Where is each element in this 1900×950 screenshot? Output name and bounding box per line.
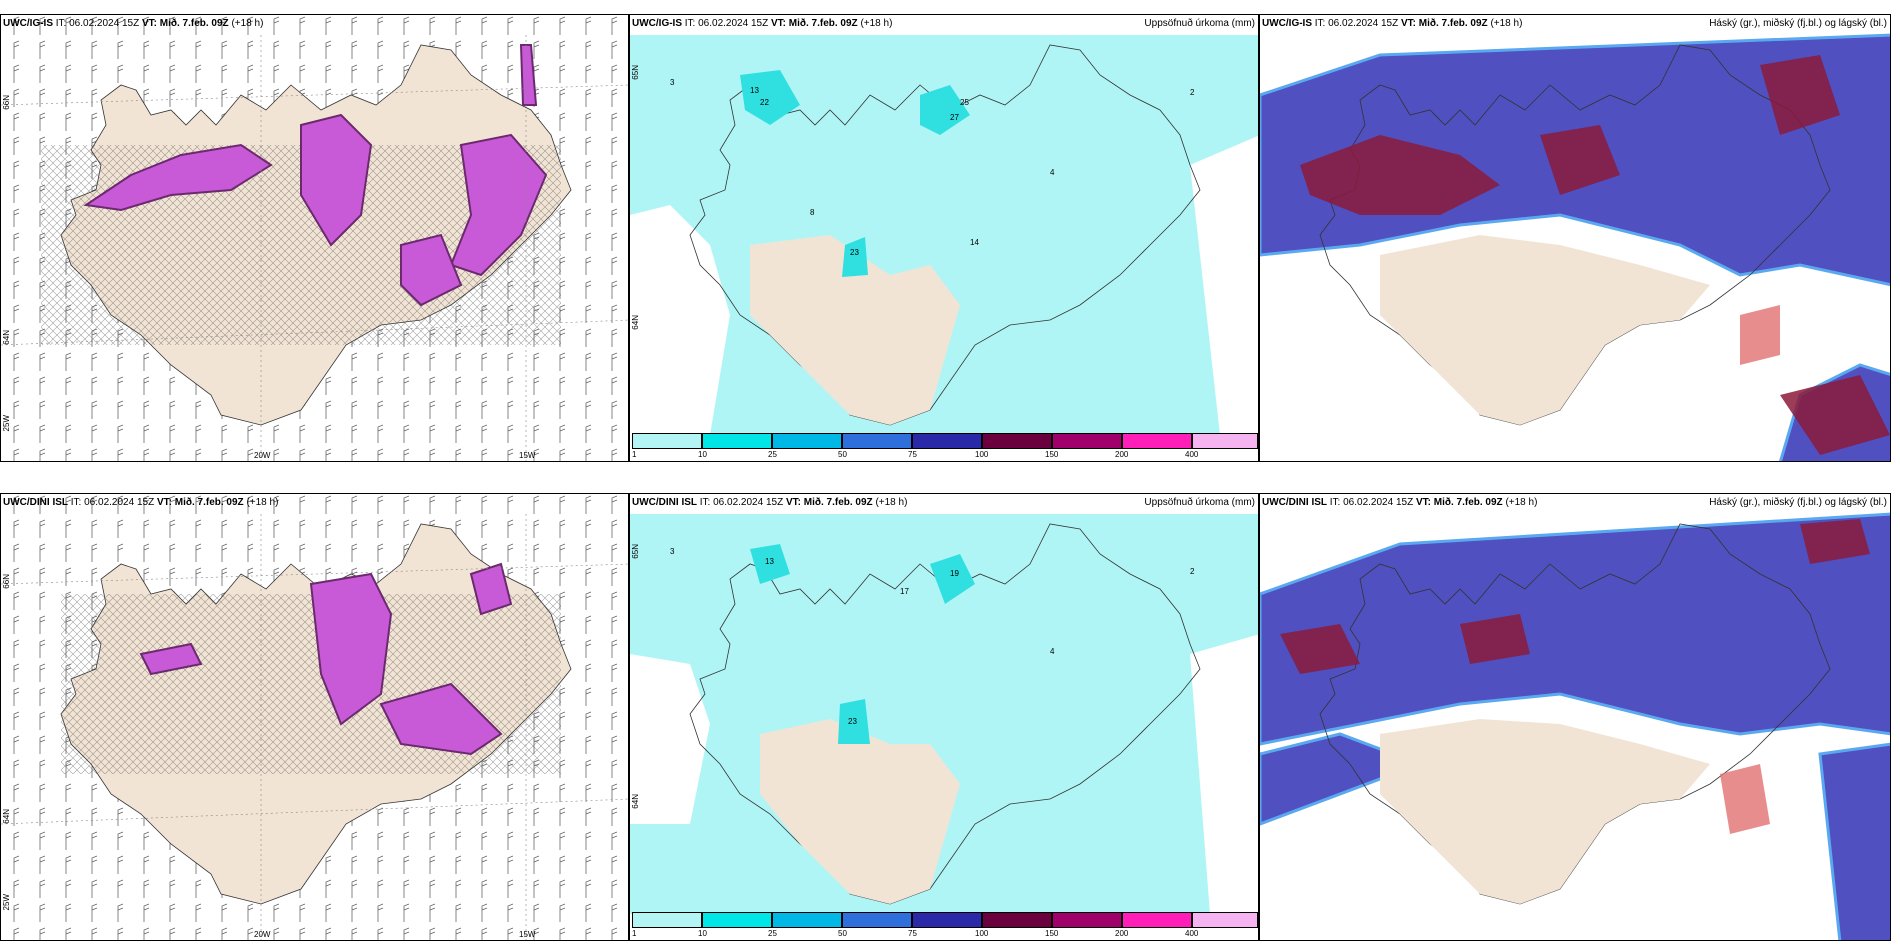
snow-wind-map-panel-row2: UWC/DINI ISL IT: 06.02.2024 15Z VT: Mið.… (0, 493, 629, 941)
precip-title: Uppsöfnuð úrkoma (mm) (1144, 497, 1255, 508)
colorbar-tick: 200 (1115, 929, 1129, 938)
colorbar-tick: 1 (632, 450, 637, 459)
colorbar-tick: 25 (768, 450, 777, 459)
lon-label-15w: 15W (519, 930, 536, 939)
lon-label-20w: 20W (254, 451, 271, 460)
svg-text:13: 13 (750, 86, 759, 95)
precip-map-panel-row1: UWC/IG-IS IT: 06.02.2024 15Z VT: Mið. 7.… (629, 14, 1259, 462)
lat-label-65n: 65N (631, 544, 640, 559)
colorbar-tick: 10 (698, 450, 707, 459)
panel-title: UWC/IG-IS IT: 06.02.2024 15Z VT: Mið. 7.… (3, 18, 264, 29)
colorbar-segment (632, 912, 702, 928)
lat-label-64n: 64N (631, 794, 640, 809)
cloud-title: Háský (gr.), miðský (fj.bl.) og lágský (… (1709, 497, 1887, 508)
precip-title: Uppsöfnuð úrkoma (mm) (1144, 18, 1255, 29)
precip-colorbar: 1 10 25 50 75 100 150 200 400 (632, 433, 1258, 459)
colorbar-tick: 400 (1185, 450, 1199, 459)
precip-colorbar: 1 10 25 50 75 100 150 200 400 (632, 912, 1258, 938)
panel-title: UWC/DINI ISL IT: 06.02.2024 15Z VT: Mið.… (1262, 497, 1538, 508)
precip-map: 25 27 22 13 23 14 3 8 4 2 (630, 35, 1258, 435)
svg-text:4: 4 (1050, 647, 1055, 656)
svg-text:8: 8 (810, 208, 815, 217)
colorbar-segment (772, 433, 842, 449)
colorbar-segment (912, 433, 982, 449)
panel-title: UWC/IG-IS IT: 06.02.2024 15Z VT: Mið. 7.… (632, 18, 893, 29)
svg-text:22: 22 (760, 98, 769, 107)
cloud-map (1260, 33, 1890, 461)
colorbar-tick: 75 (908, 450, 917, 459)
lat-label-25w: 25W (2, 415, 11, 432)
svg-text:2: 2 (1190, 88, 1195, 97)
svg-text:3: 3 (670, 547, 675, 556)
lat-label-64n: 64N (2, 809, 11, 824)
panel-title: UWC/IG-IS IT: 06.02.2024 15Z VT: Mið. 7.… (1262, 18, 1523, 29)
panel-title: UWC/DINI ISL IT: 06.02.2024 15Z VT: Mið.… (632, 497, 908, 508)
lon-label-15w: 15W (519, 451, 536, 460)
svg-text:25: 25 (960, 98, 969, 107)
svg-text:17: 17 (900, 587, 909, 596)
svg-text:3: 3 (670, 78, 675, 87)
svg-text:23: 23 (850, 248, 859, 257)
colorbar-segment (1122, 912, 1192, 928)
colorbar-tick: 75 (908, 929, 917, 938)
colorbar-segment (1052, 433, 1122, 449)
colorbar-segment (1122, 433, 1192, 449)
colorbar-tick: 100 (975, 929, 989, 938)
colorbar-segment (1052, 912, 1122, 928)
cloud-map (1260, 512, 1890, 940)
colorbar-segment (1192, 433, 1258, 449)
colorbar-segment (1192, 912, 1258, 928)
colorbar-segment (982, 912, 1052, 928)
svg-text:2: 2 (1190, 567, 1195, 576)
svg-text:13: 13 (765, 557, 774, 566)
lat-label-66n: 66N (2, 574, 11, 589)
svg-text:19: 19 (950, 569, 959, 578)
svg-text:23: 23 (848, 717, 857, 726)
colorbar-tick: 1 (632, 929, 637, 938)
lon-label-20w: 20W (254, 930, 271, 939)
lat-label-64n: 64N (631, 315, 640, 330)
iceland-landmass (689, 523, 1201, 905)
snow-wind-map (1, 15, 628, 461)
svg-text:14: 14 (970, 238, 979, 247)
cloud-map-panel-row2: UWC/DINI ISL IT: 06.02.2024 15Z VT: Mið.… (1259, 493, 1891, 941)
colorbar-segment (702, 433, 772, 449)
lat-label-64n: 64N (2, 330, 11, 345)
lat-label-25w: 25W (2, 894, 11, 911)
iceland-landmass (1319, 523, 1831, 905)
colorbar-tick: 10 (698, 929, 707, 938)
cloud-title: Háský (gr.), miðský (fj.bl.) og lágský (… (1709, 18, 1887, 29)
colorbar-segment (982, 433, 1052, 449)
panel-title: UWC/DINI ISL IT: 06.02.2024 15Z VT: Mið.… (3, 497, 279, 508)
lat-label-65n: 65N (631, 65, 640, 80)
colorbar-tick: 150 (1045, 929, 1059, 938)
colorbar-tick: 200 (1115, 450, 1129, 459)
colorbar-tick: 150 (1045, 450, 1059, 459)
precip-map: 19 13 23 17 3 4 2 (630, 514, 1258, 914)
colorbar-segment (632, 433, 702, 449)
precip-map-panel-row2: UWC/DINI ISL IT: 06.02.2024 15Z VT: Mið.… (629, 493, 1259, 941)
colorbar-tick: 50 (838, 929, 847, 938)
snow-wind-map-panel-row1: UWC/IG-IS IT: 06.02.2024 15Z VT: Mið. 7.… (0, 14, 629, 462)
colorbar-segment (702, 912, 772, 928)
colorbar-segment (842, 912, 912, 928)
colorbar-segment (912, 912, 982, 928)
colorbar-tick: 400 (1185, 929, 1199, 938)
colorbar-tick: 50 (838, 450, 847, 459)
snow-wind-map (1, 494, 628, 940)
svg-text:4: 4 (1050, 168, 1055, 177)
colorbar-tick: 100 (975, 450, 989, 459)
cloud-map-panel-row1: UWC/IG-IS IT: 06.02.2024 15Z VT: Mið. 7.… (1259, 14, 1891, 462)
colorbar-segment (842, 433, 912, 449)
colorbar-tick: 25 (768, 929, 777, 938)
svg-text:27: 27 (950, 113, 959, 122)
lat-label-66n: 66N (2, 95, 11, 110)
colorbar-segment (772, 912, 842, 928)
